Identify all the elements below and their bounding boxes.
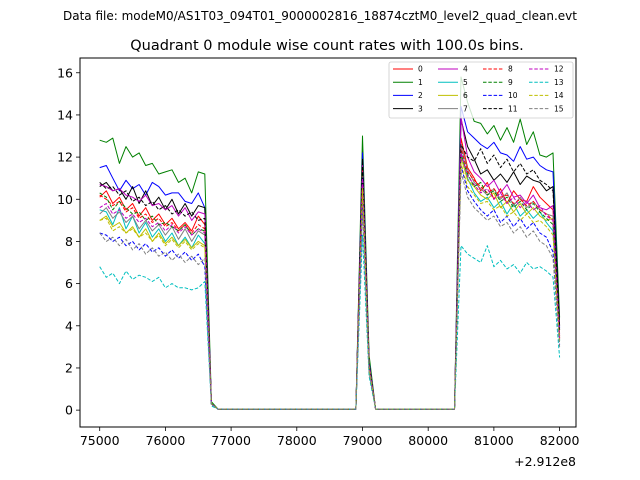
legend-label-4: 4 [463,65,468,74]
y-tick-label: 2 [65,360,73,375]
legend-frame [388,61,574,119]
legend-label-10: 10 [508,91,518,100]
x-offset-label: +2.912e8 [514,454,576,469]
y-axis: 0 2 4 6 8 10 12 14 16 [57,65,80,418]
legend-label-7: 7 [463,104,468,113]
legend-label-2: 2 [418,91,423,100]
legend-label-14: 14 [554,91,564,100]
x-tick-label: 78000 [277,433,317,448]
legend-label-12: 12 [554,65,564,74]
x-tick-label: 77000 [211,433,251,448]
plot-area: 75000 76000 77000 78000 79000 80000 81000 82000… [57,57,580,469]
legend-label-5: 5 [463,78,468,87]
y-tick-label: 14 [57,107,73,122]
legend-label-1: 1 [418,78,423,87]
legend-label-0: 0 [418,65,423,74]
x-tick-label: 79000 [343,433,383,448]
y-tick-label: 8 [65,234,73,249]
x-tick-label: 80000 [408,433,448,448]
legend-label-6: 6 [463,91,468,100]
suptitle: Data file: modeM0/AS1T03_094T01_90000028… [63,9,577,23]
chart-title: Quadrant 0 module wise count rates with … [130,38,524,54]
legend-label-9: 9 [508,78,513,87]
x-tick-label: 81000 [474,433,514,448]
y-tick-label: 10 [57,192,73,207]
series-group [99,76,561,410]
legend-label-15: 15 [554,104,564,113]
y-tick-label: 0 [65,403,73,418]
y-tick-label: 16 [57,65,73,80]
x-tick-label: 82000 [540,433,580,448]
plot-frame [79,57,577,428]
x-tick-label: 76000 [146,433,186,448]
x-axis: 75000 76000 77000 78000 79000 80000 81000 82000 [80,427,580,448]
legend-label-11: 11 [508,104,518,113]
y-tick-label: 12 [57,150,73,165]
legend-label-13: 13 [554,78,564,87]
y-tick-label: 6 [65,276,73,291]
series-line-15 [99,171,561,410]
legend-label-8: 8 [508,65,513,74]
x-tick-label: 75000 [80,433,120,448]
y-tick-label: 4 [65,318,73,333]
legend-label-3: 3 [418,104,423,113]
series-line-11 [99,144,561,410]
